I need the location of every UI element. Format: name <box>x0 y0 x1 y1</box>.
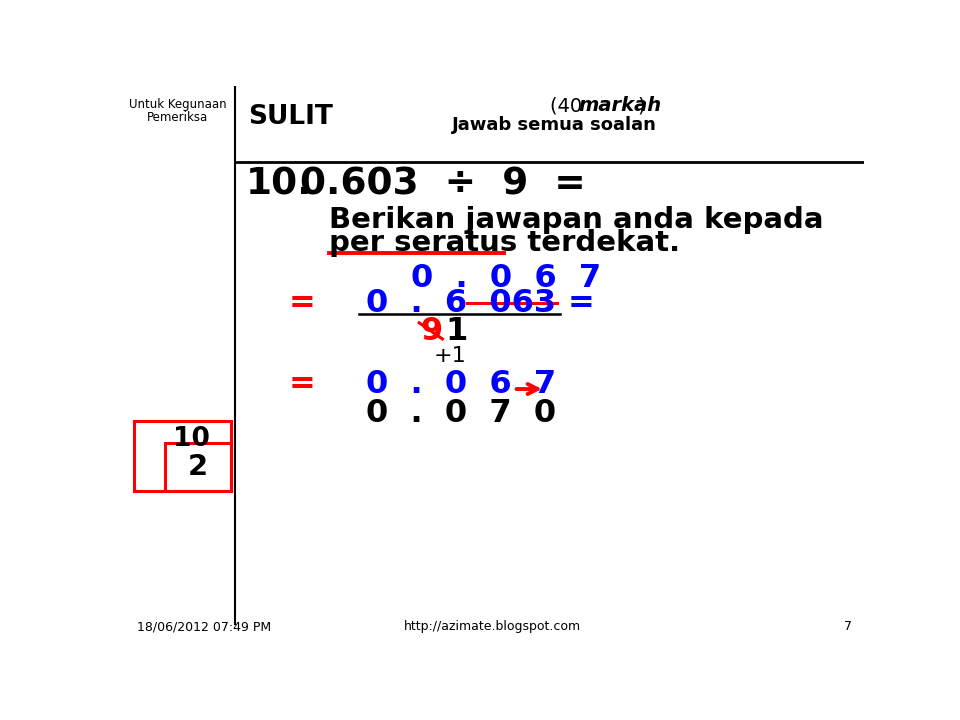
Text: +1: +1 <box>434 346 467 366</box>
Text: markah: markah <box>579 96 662 115</box>
Text: 10: 10 <box>173 426 209 452</box>
Text: 0  .  6  063: 0 . 6 063 <box>367 288 557 319</box>
Text: Jawab semua soalan: Jawab semua soalan <box>451 116 657 134</box>
Text: per seratus terdekat.: per seratus terdekat. <box>329 230 681 258</box>
Text: 0  .  0  7  0: 0 . 0 7 0 <box>367 398 557 429</box>
Text: Untuk Kegunaan: Untuk Kegunaan <box>129 98 227 111</box>
Text: 0  .  0  6  7: 0 . 0 6 7 <box>411 264 601 294</box>
Text: 0.603  ÷  9  =: 0.603 ÷ 9 = <box>300 167 586 203</box>
Bar <box>165 443 230 490</box>
Text: 18/06/2012 07:49 PM: 18/06/2012 07:49 PM <box>137 621 271 634</box>
Text: ): ) <box>637 96 645 115</box>
Text: 2: 2 <box>187 453 207 481</box>
Text: 10.: 10. <box>246 167 312 203</box>
Text: =: = <box>289 369 316 400</box>
Bar <box>134 421 230 490</box>
Text: 7: 7 <box>845 621 852 634</box>
Text: Pemeriksa: Pemeriksa <box>147 111 208 124</box>
Text: (40: (40 <box>550 96 588 115</box>
Text: Berikan jawapan anda kepada: Berikan jawapan anda kepada <box>329 206 824 233</box>
Text: 1: 1 <box>445 316 468 347</box>
Text: =: = <box>289 288 316 319</box>
Text: =: = <box>568 288 594 319</box>
Text: 9: 9 <box>420 316 443 347</box>
Text: 0  .  0  6  7: 0 . 0 6 7 <box>367 369 557 400</box>
Text: http://azimate.blogspot.com: http://azimate.blogspot.com <box>403 621 581 634</box>
Text: SULIT: SULIT <box>248 104 333 130</box>
